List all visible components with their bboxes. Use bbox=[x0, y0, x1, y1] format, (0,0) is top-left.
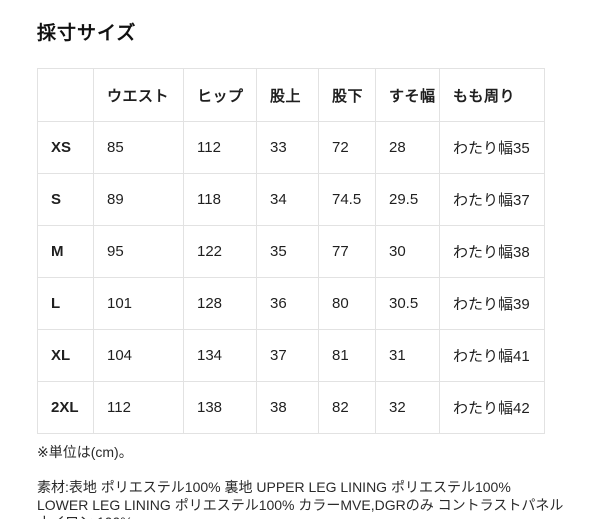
hem-width-value: 32 bbox=[375, 381, 440, 434]
material-note: 素材:表地 ポリエステル100% 裏地 UPPER LEG LINING ポリエ… bbox=[37, 479, 564, 519]
column-header-waist: ウエスト bbox=[93, 68, 184, 122]
inseam-value: 72 bbox=[318, 121, 376, 174]
size-row-l: L 101 128 36 80 30.5 わたり幅39 bbox=[37, 277, 545, 330]
thigh-value: わたり幅41 bbox=[439, 329, 545, 382]
rise-value: 37 bbox=[256, 329, 319, 382]
column-header-hip: ヒップ bbox=[183, 68, 257, 122]
size-label: M bbox=[37, 225, 94, 278]
size-label: 2XL bbox=[37, 381, 94, 434]
inseam-value: 82 bbox=[318, 381, 376, 434]
column-header-thigh: もも周り bbox=[439, 68, 545, 122]
table-body: XS 85 112 33 72 28 わたり幅35 S 89 118 34 74… bbox=[37, 121, 545, 434]
hip-value: 118 bbox=[183, 173, 257, 226]
inseam-value: 81 bbox=[318, 329, 376, 382]
hem-width-value: 28 bbox=[375, 121, 440, 174]
hip-value: 122 bbox=[183, 225, 257, 278]
size-chart-table: ウエスト ヒップ 股上 股下 すそ幅 もも周り XS 85 112 33 72 … bbox=[37, 68, 545, 434]
waist-value: 95 bbox=[93, 225, 184, 278]
size-row-xs: XS 85 112 33 72 28 わたり幅35 bbox=[37, 121, 545, 174]
size-label: XL bbox=[37, 329, 94, 382]
hip-value: 138 bbox=[183, 381, 257, 434]
hip-value: 112 bbox=[183, 121, 257, 174]
rise-value: 36 bbox=[256, 277, 319, 330]
size-row-m: M 95 122 35 77 30 わたり幅38 bbox=[37, 225, 545, 278]
size-label: XS bbox=[37, 121, 94, 174]
unit-note: ※単位は(cm)。 bbox=[37, 444, 133, 460]
waist-value: 85 bbox=[93, 121, 184, 174]
inseam-value: 74.5 bbox=[318, 173, 376, 226]
page-title: 採寸サイズ bbox=[37, 23, 137, 44]
size-row-2xl: 2XL 112 138 38 82 32 わたり幅42 bbox=[37, 381, 545, 434]
table-header: ウエスト ヒップ 股上 股下 すそ幅 もも周り bbox=[37, 68, 545, 122]
column-header-rise: 股上 bbox=[256, 68, 319, 122]
corner-cell bbox=[37, 68, 94, 122]
hem-width-value: 30.5 bbox=[375, 277, 440, 330]
size-row-xl: XL 104 134 37 81 31 わたり幅41 bbox=[37, 329, 545, 382]
inseam-value: 80 bbox=[318, 277, 376, 330]
hip-value: 128 bbox=[183, 277, 257, 330]
waist-value: 112 bbox=[93, 381, 184, 434]
rise-value: 33 bbox=[256, 121, 319, 174]
rise-value: 34 bbox=[256, 173, 319, 226]
waist-value: 89 bbox=[93, 173, 184, 226]
size-label: S bbox=[37, 173, 94, 226]
size-label: L bbox=[37, 277, 94, 330]
thigh-value: わたり幅37 bbox=[439, 173, 545, 226]
inseam-value: 77 bbox=[318, 225, 376, 278]
hem-width-value: 31 bbox=[375, 329, 440, 382]
rise-value: 35 bbox=[256, 225, 319, 278]
hem-width-value: 29.5 bbox=[375, 173, 440, 226]
thigh-value: わたり幅42 bbox=[439, 381, 545, 434]
waist-value: 101 bbox=[93, 277, 184, 330]
size-row-s: S 89 118 34 74.5 29.5 わたり幅37 bbox=[37, 173, 545, 226]
hip-value: 134 bbox=[183, 329, 257, 382]
thigh-value: わたり幅39 bbox=[439, 277, 545, 330]
column-header-inseam: 股下 bbox=[318, 68, 376, 122]
thigh-value: わたり幅38 bbox=[439, 225, 545, 278]
rise-value: 38 bbox=[256, 381, 319, 434]
hem-width-value: 30 bbox=[375, 225, 440, 278]
header-row: ウエスト ヒップ 股上 股下 すそ幅 もも周り bbox=[37, 68, 545, 122]
waist-value: 104 bbox=[93, 329, 184, 382]
thigh-value: わたり幅35 bbox=[439, 121, 545, 174]
column-header-hem-width: すそ幅 bbox=[375, 68, 440, 122]
